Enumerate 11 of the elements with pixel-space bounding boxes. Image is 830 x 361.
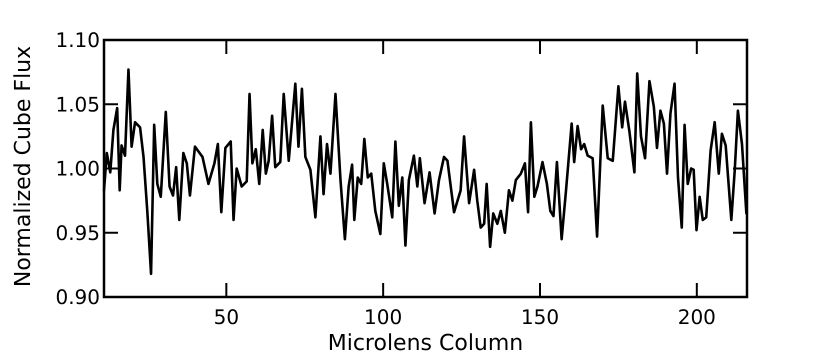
x-tick-label: 100 bbox=[364, 305, 402, 329]
y-tick-label: 1.00 bbox=[55, 156, 100, 180]
x-tick-label: 150 bbox=[520, 305, 560, 329]
x-axis-title: Microlens Column bbox=[328, 331, 524, 356]
y-tick-label: 1.05 bbox=[55, 92, 100, 116]
y-tick-label: 0.95 bbox=[55, 220, 100, 245]
x-tick-label: 200 bbox=[678, 305, 716, 329]
x-tick-label: 50 bbox=[214, 305, 240, 329]
y-tick-label: 0.90 bbox=[55, 285, 100, 309]
y-axis-title: Normalized Cube Flux bbox=[11, 46, 36, 288]
y-tick-label: 1.10 bbox=[55, 28, 100, 52]
